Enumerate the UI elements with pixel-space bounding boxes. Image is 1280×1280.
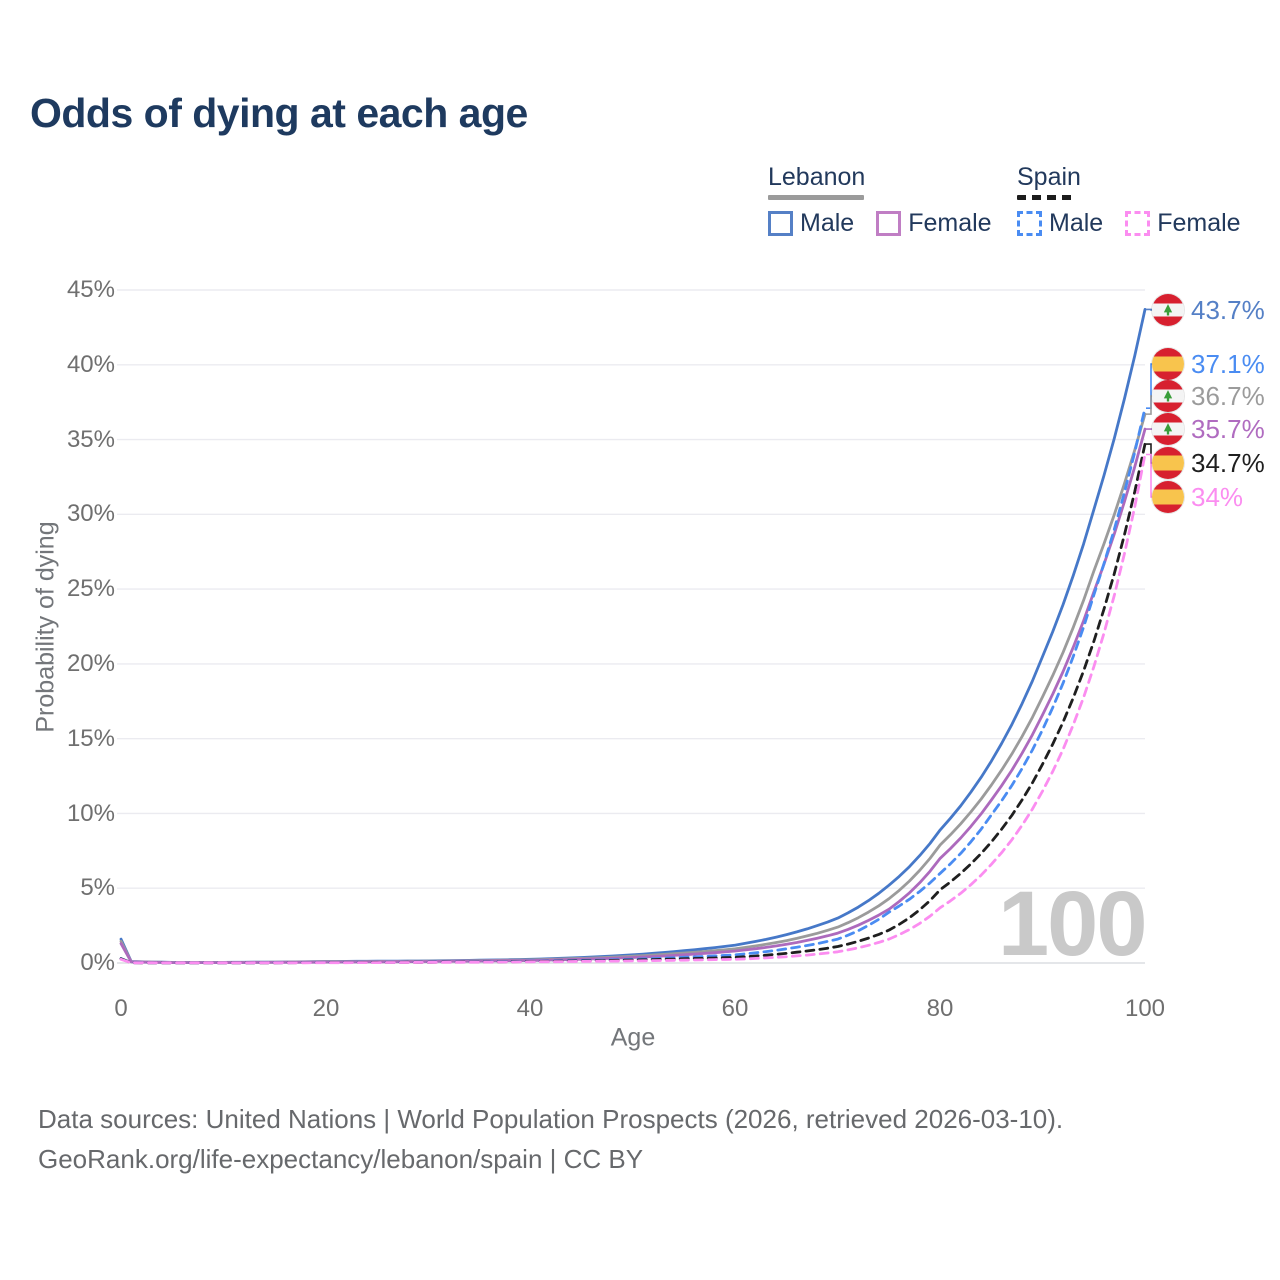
end-label-lebanon-female[interactable]: 35.7% <box>1152 412 1265 446</box>
legend-item-label: Male <box>1049 209 1104 237</box>
y-tick-label: 0% <box>80 949 115 976</box>
spain-line-style-icon <box>1017 195 1076 200</box>
y-tick-label: 25% <box>66 575 115 602</box>
lebanon-line-style-icon <box>768 195 864 200</box>
lebanon-flag-icon <box>1152 294 1184 326</box>
y-tick-label: 35% <box>66 426 115 453</box>
y-tick-label: 30% <box>66 500 115 527</box>
age-watermark: 100 <box>998 873 1147 975</box>
x-tick-label: 0 <box>114 995 128 1022</box>
legend-item-spain-male[interactable]: Male <box>1017 209 1103 238</box>
x-tick-label: 80 <box>926 995 954 1022</box>
legend-item-label: Female <box>908 209 992 237</box>
spain-flag-icon <box>1152 348 1184 380</box>
spain-male-swatch-icon <box>1017 211 1042 236</box>
end-label-value: 37.1% <box>1191 348 1265 379</box>
lebanon-flag-icon <box>1152 413 1184 445</box>
legend-group-lebanon: Lebanon Male Female <box>768 163 992 238</box>
end-label-value: 35.7% <box>1191 413 1265 444</box>
spain-flag-icon <box>1152 447 1184 479</box>
y-axis-title: Probability of dying <box>31 521 60 733</box>
data-sources-text: Data sources: United Nations | World Pop… <box>38 1104 1064 1134</box>
lebanon-flag-icon <box>1152 380 1184 412</box>
y-tick-label: 10% <box>66 800 115 827</box>
legend: Lebanon Male Female Spain Male <box>0 163 1280 243</box>
y-tick-label: 40% <box>66 351 115 378</box>
y-tick-label: 20% <box>66 650 115 677</box>
x-tick-label: 40 <box>516 995 544 1022</box>
end-label-value: 36.7% <box>1191 380 1265 411</box>
page-title: Odds of dying at each age <box>30 90 528 136</box>
spain-female-swatch-icon <box>1125 211 1151 236</box>
lebanon-female-swatch-icon <box>876 211 902 236</box>
legend-group-spain: Spain Male Female <box>1017 163 1241 238</box>
y-tick-label: 15% <box>66 725 115 752</box>
end-label-value: 34% <box>1191 481 1244 512</box>
attribution-link-text[interactable]: GeoRank.org/life-expectancy/lebanon/spai… <box>38 1144 644 1174</box>
x-tick-label: 60 <box>721 995 749 1022</box>
spain-flag-icon <box>1152 481 1184 513</box>
end-label-lebanon-total[interactable]: 36.7% <box>1152 379 1265 413</box>
legend-item-spain-female[interactable]: Female <box>1125 209 1241 238</box>
end-label-spain-male[interactable]: 37.1% <box>1152 347 1265 381</box>
legend-header-spain[interactable]: Spain <box>1017 163 1081 191</box>
legend-item-lebanon-female[interactable]: Female <box>876 209 992 238</box>
end-label-spain-total[interactable]: 34.7% <box>1152 446 1265 480</box>
x-axis-title: Age <box>610 1023 656 1052</box>
y-tick-label: 45% <box>66 276 115 303</box>
legend-header-lebanon[interactable]: Lebanon <box>768 163 866 191</box>
x-tick-label: 100 <box>1124 995 1166 1022</box>
end-label-lebanon-male[interactable]: 43.7% <box>1152 293 1265 327</box>
lebanon-male-swatch-icon <box>768 211 793 236</box>
end-label-value: 34.7% <box>1191 447 1265 478</box>
legend-item-label: Female <box>1157 209 1241 237</box>
x-tick-label: 20 <box>312 995 340 1022</box>
end-label-spain-female[interactable]: 34% <box>1152 480 1243 514</box>
y-tick-label: 5% <box>80 874 115 901</box>
legend-item-label: Male <box>800 209 855 237</box>
legend-item-lebanon-male[interactable]: Male <box>768 209 854 238</box>
mortality-curves <box>119 307 1147 965</box>
gridlines <box>117 289 1145 964</box>
end-label-value: 43.7% <box>1191 294 1265 325</box>
